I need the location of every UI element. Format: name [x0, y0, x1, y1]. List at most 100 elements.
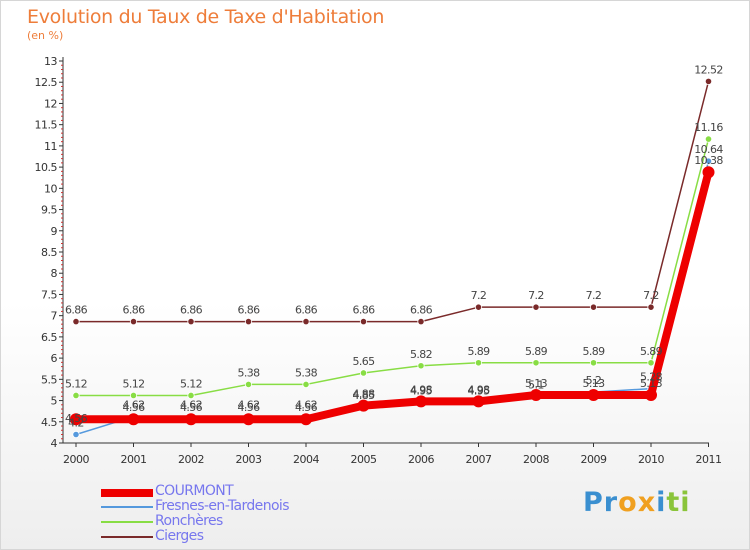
data-label: 5.89	[582, 345, 605, 358]
logo-letter: r	[603, 487, 619, 518]
series-line	[75, 80, 710, 323]
y-tick-label: 10	[44, 182, 57, 195]
y-tick-label: 9.5	[41, 204, 57, 217]
data-label: 5.12	[122, 377, 144, 390]
x-tick-label: 2007	[466, 453, 492, 466]
logo-letter: i	[656, 487, 667, 518]
data-label: 6.86	[352, 304, 375, 317]
data-label: 6.86	[410, 304, 433, 317]
data-label: 7.2	[471, 289, 487, 302]
logo-letter: t	[666, 487, 681, 518]
data-label: 4.95	[410, 385, 433, 398]
legend-swatch-courmont	[101, 489, 153, 497]
data-label: 6.86	[295, 304, 318, 317]
legend-label-fresnes: Fresnes-en-Tardenois	[155, 498, 290, 514]
logo-letter: x	[637, 487, 657, 518]
data-point	[417, 362, 425, 370]
data-label: 5.38	[295, 366, 318, 379]
data-label: 7.2	[528, 289, 544, 302]
data-point	[704, 157, 713, 165]
y-tick-label: 6	[51, 352, 58, 365]
data-point	[357, 399, 370, 412]
x-tick-label: 2011	[696, 453, 722, 466]
data-label: 11.16	[694, 121, 723, 134]
y-tick-label: 4	[51, 437, 58, 450]
data-label: 6.86	[180, 304, 203, 317]
y-tick-label: 12.5	[35, 76, 58, 89]
data-point	[474, 359, 483, 367]
data-point	[589, 359, 598, 367]
data-label: 4.62	[237, 399, 259, 412]
data-point	[417, 318, 425, 326]
data-label: 4.56	[65, 412, 88, 425]
data-point	[704, 77, 713, 85]
series-line	[75, 138, 710, 397]
data-label: 4.98	[410, 383, 433, 396]
y-tick-label: 9	[51, 225, 58, 238]
data-point	[72, 318, 80, 326]
legend-swatch-roncheres	[101, 521, 153, 523]
x-tick-label: 2003	[236, 453, 262, 466]
data-label: 5.12	[65, 377, 87, 390]
logo-letter: i	[680, 487, 691, 518]
y-tick-label: 8	[51, 267, 58, 280]
data-label: 5.13	[582, 377, 605, 390]
data-point	[530, 389, 542, 402]
data-label: 5.65	[352, 355, 375, 368]
legend-label-cierges: Cierges	[155, 528, 204, 544]
data-label: 10.38	[694, 154, 723, 167]
data-point	[244, 318, 253, 326]
data-point	[589, 303, 598, 311]
data-label: 5.89	[640, 345, 663, 358]
legend-swatch-cierges	[101, 536, 153, 538]
data-point	[242, 413, 255, 426]
x-tick-label: 2010	[638, 453, 664, 466]
data-point	[647, 359, 655, 367]
data-point	[415, 395, 427, 408]
data-label: 10.64	[694, 143, 723, 156]
data-point	[187, 318, 195, 326]
data-point	[645, 389, 657, 402]
data-label: 4.95	[467, 385, 490, 398]
data-label: 4.56	[180, 401, 203, 414]
y-tick-label: 6.5	[41, 331, 57, 344]
data-point	[359, 369, 368, 377]
data-label: 4.56	[295, 401, 318, 414]
x-tick-label: 2002	[178, 453, 204, 466]
data-label: 4.88	[352, 388, 375, 401]
data-point	[359, 318, 368, 326]
data-label: 4.98	[467, 383, 490, 396]
logo-letter: o	[618, 487, 638, 518]
y-tick-label: 11	[44, 140, 57, 153]
data-label: 4.62	[122, 399, 144, 412]
x-tick-label: 2008	[523, 453, 549, 466]
legend-label-roncheres: Ronchères	[155, 513, 223, 529]
x-tick-label: 2006	[408, 453, 434, 466]
x-tick-label: 2009	[581, 453, 607, 466]
data-label: 4.62	[180, 399, 202, 412]
data-label: 4.2	[68, 417, 84, 430]
data-point	[474, 303, 483, 311]
x-tick-label: 2004	[293, 453, 319, 466]
data-point	[302, 380, 310, 389]
data-label: 5.89	[467, 345, 490, 358]
data-label: 6.86	[65, 304, 88, 317]
legend-label-courmont: COURMONT	[155, 483, 234, 499]
proxiti-logo: Proxiti	[583, 487, 691, 518]
y-tick-label: 12	[44, 97, 57, 110]
data-label: 12.52	[694, 63, 723, 76]
data-label: 4.62	[295, 399, 317, 412]
x-tick-label: 2001	[121, 453, 147, 466]
data-point	[587, 389, 600, 402]
data-label: 5.28	[640, 371, 663, 384]
data-point	[129, 318, 138, 326]
chart-subtitle: (en %)	[27, 29, 64, 42]
data-label: 5.13	[640, 377, 663, 390]
chart-title: Evolution du Taux de Taxe d'Habitation	[27, 6, 385, 28]
data-point	[72, 430, 80, 439]
data-label: 5.38	[237, 366, 260, 379]
data-label: 4.85	[352, 389, 375, 402]
data-label: 5.13	[525, 377, 548, 390]
